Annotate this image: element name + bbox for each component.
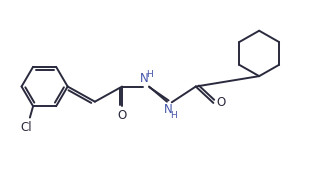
Text: H: H (170, 111, 177, 119)
Text: O: O (118, 109, 127, 122)
Text: Cl: Cl (21, 121, 33, 134)
Text: O: O (217, 96, 226, 109)
Text: N: N (140, 72, 149, 85)
Text: H: H (146, 70, 153, 79)
Text: N: N (164, 103, 173, 116)
